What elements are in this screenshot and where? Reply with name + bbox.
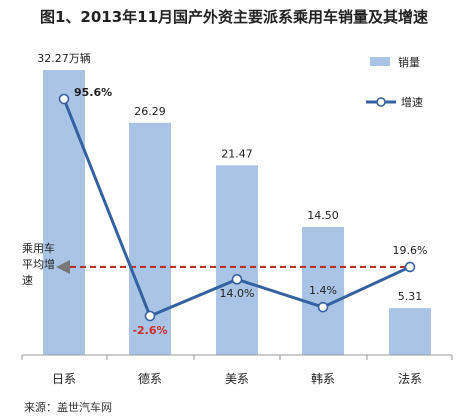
growth-point-2	[144, 310, 156, 322]
bar-value-label-4: 14.50	[307, 209, 339, 222]
x-tick-label-3: 美系	[225, 372, 249, 386]
legend-label-growth: 增速	[401, 95, 423, 109]
growth-point-5	[404, 261, 416, 273]
legend-label-sales: 销量	[398, 55, 420, 69]
x-tick-label-2: 德系	[138, 371, 162, 386]
legend-swatch-growth-marker	[376, 97, 386, 107]
growth-value-label-4: 1.4%	[309, 284, 337, 297]
reference-arrow	[56, 259, 70, 274]
reference-label-line-3: 速	[22, 274, 33, 287]
growth-value-label-3: 14.0%	[220, 287, 255, 300]
bar-value-label-1: 32.27万辆	[37, 51, 91, 65]
legend-swatch-sales	[370, 57, 390, 66]
x-tick-label-1: 日系	[52, 372, 76, 386]
reference-label-line-2: 平均增	[22, 257, 55, 271]
x-tick-label-4: 韩系	[311, 371, 335, 386]
bar-4	[302, 226, 344, 355]
bar-value-label-3: 21.47	[221, 147, 253, 160]
growth-value-label-2: -2.6%	[132, 324, 167, 337]
bar-1	[43, 70, 85, 355]
chart-title: 图1、2013年11月国产外资主要派系乘用车销量及其增速	[39, 8, 429, 26]
x-tick-label-5: 法系	[398, 372, 422, 386]
bar-value-label-2: 26.29	[134, 105, 166, 118]
growth-point-4	[317, 301, 329, 313]
growth-point-1	[58, 93, 70, 105]
growth-value-label-5: 19.6%	[393, 244, 428, 257]
bar-3	[216, 165, 258, 355]
bar-value-label-5: 5.31	[398, 290, 423, 303]
reference-label-line-1: 乘用车	[22, 241, 55, 255]
growth-point-3	[231, 274, 243, 285]
bar-5	[389, 308, 431, 355]
source-note: 来源：盖世汽车网	[24, 401, 112, 414]
growth-value-label-1: 95.6%	[74, 86, 112, 99]
